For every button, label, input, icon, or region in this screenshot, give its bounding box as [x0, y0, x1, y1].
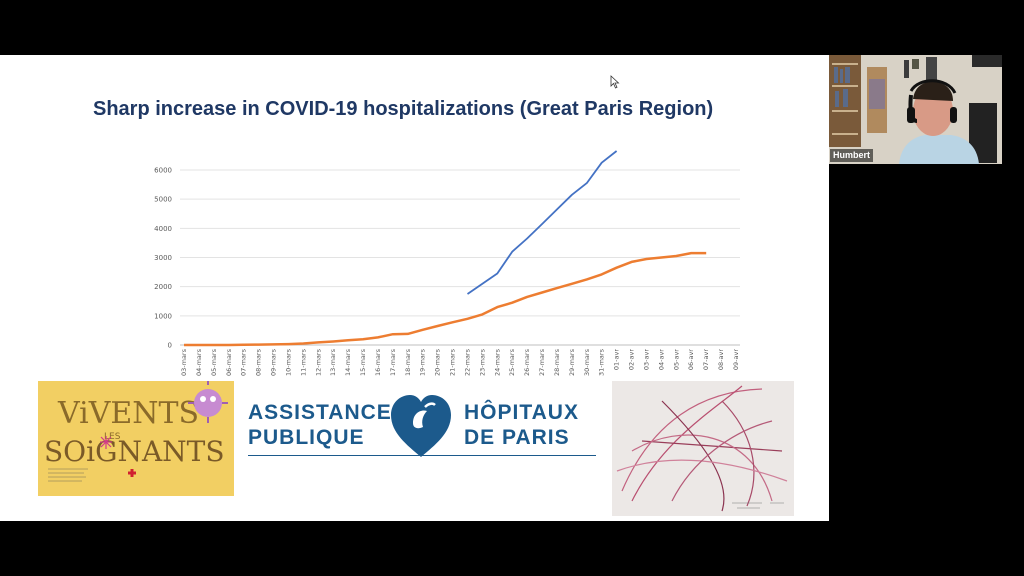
- x-tick-label: 06-avr: [687, 349, 695, 370]
- participant-name-label: Humbert: [830, 149, 874, 162]
- y-tick-label: 6000: [154, 167, 172, 175]
- aphp-logo: ASSISTANCE PUBLIQUE HÔPITAUX DE PARIS: [246, 393, 598, 463]
- children-drawing-right: [612, 381, 794, 516]
- mouse-cursor-icon: [610, 75, 620, 89]
- x-tick-label: 08-avr: [717, 349, 725, 370]
- x-tick-label: 29-mars: [568, 348, 576, 376]
- x-tick-label: 14-mars: [344, 348, 352, 376]
- x-tick-label: 18-mars: [404, 348, 412, 376]
- y-tick-label: 1000: [154, 312, 172, 320]
- x-tick-label: 21-mars: [449, 348, 457, 376]
- x-tick-label: 08-mars: [255, 348, 263, 376]
- y-tick-label: 5000: [154, 196, 172, 204]
- x-tick-label: 30-mars: [583, 348, 591, 376]
- series-line-1: [466, 150, 618, 295]
- drawing-text-line2: SOiGNANTS: [44, 435, 225, 468]
- children-drawing-left: ViVENTS LES SOiGNANTS: [38, 381, 234, 496]
- logo-publique: PUBLIQUE: [248, 426, 365, 449]
- x-tick-label: 23-mars: [478, 348, 486, 376]
- x-tick-label: 09-mars: [270, 348, 278, 376]
- series-line-2: [184, 251, 707, 347]
- x-tick-label: 11-mars: [299, 348, 307, 376]
- logo-hopitaux: HÔPITAUX: [464, 401, 579, 424]
- x-tick-label: 13-mars: [329, 348, 337, 376]
- x-tick-label: 27-mars: [538, 348, 546, 376]
- drawing-text-line1: ViVENTS: [57, 396, 199, 431]
- x-tick-label: 04-avr: [657, 349, 665, 370]
- x-tick-label: 15-mars: [359, 348, 367, 376]
- x-tick-label: 16-mars: [374, 348, 382, 376]
- x-tick-label: 22-mars: [463, 348, 471, 376]
- x-tick-label: 02-avr: [628, 349, 636, 370]
- x-tick-label: 05-avr: [672, 349, 680, 370]
- x-tick-label: 03-avr: [642, 349, 650, 370]
- x-tick-label: 12-mars: [314, 348, 322, 376]
- heart-logo-icon: [391, 395, 451, 457]
- x-tick-label: 26-mars: [523, 348, 531, 376]
- x-tick-label: 20-mars: [434, 348, 442, 376]
- drawing-text-small: LES: [104, 432, 121, 442]
- x-tick-label: 05-mars: [210, 348, 218, 376]
- participant-video[interactable]: [829, 55, 1002, 164]
- y-tick-label: 2000: [154, 283, 172, 291]
- x-tick-label: 04-mars: [195, 348, 203, 376]
- slide: Sharp increase in COVID-19 hospitalizati…: [0, 55, 829, 521]
- hospitalizations-chart: 0 1000 2000 3000 4000 5000 6000 03-mars 04-mars…: [154, 150, 740, 376]
- y-tick-label: 3000: [154, 254, 172, 262]
- slide-title: Sharp increase in COVID-19 hospitalizati…: [93, 98, 714, 120]
- x-tick-label: 09-avr: [732, 349, 740, 370]
- x-tick-label: 31-mars: [598, 348, 606, 376]
- y-tick-label: 4000: [154, 225, 172, 233]
- x-tick-label: 06-mars: [225, 348, 233, 376]
- y-tick-label: 0: [168, 342, 172, 350]
- x-tick-label: 01-avr: [613, 349, 621, 370]
- logo-de-paris: DE PARIS: [464, 426, 570, 449]
- virus-drawing: [194, 389, 222, 417]
- x-tick-label: 25-mars: [508, 348, 516, 376]
- x-tick-label: 10-mars: [284, 348, 292, 376]
- x-tick-label: 24-mars: [493, 348, 501, 376]
- x-tick-label: 07-avr: [702, 349, 710, 370]
- x-tick-label: 07-mars: [240, 348, 248, 376]
- logo-assistance: ASSISTANCE: [248, 401, 392, 424]
- x-tick-label: 19-mars: [419, 348, 427, 376]
- x-tick-label: 28-mars: [553, 348, 561, 376]
- x-tick-label: 17-mars: [389, 348, 397, 376]
- x-tick-label: 03-mars: [180, 348, 188, 376]
